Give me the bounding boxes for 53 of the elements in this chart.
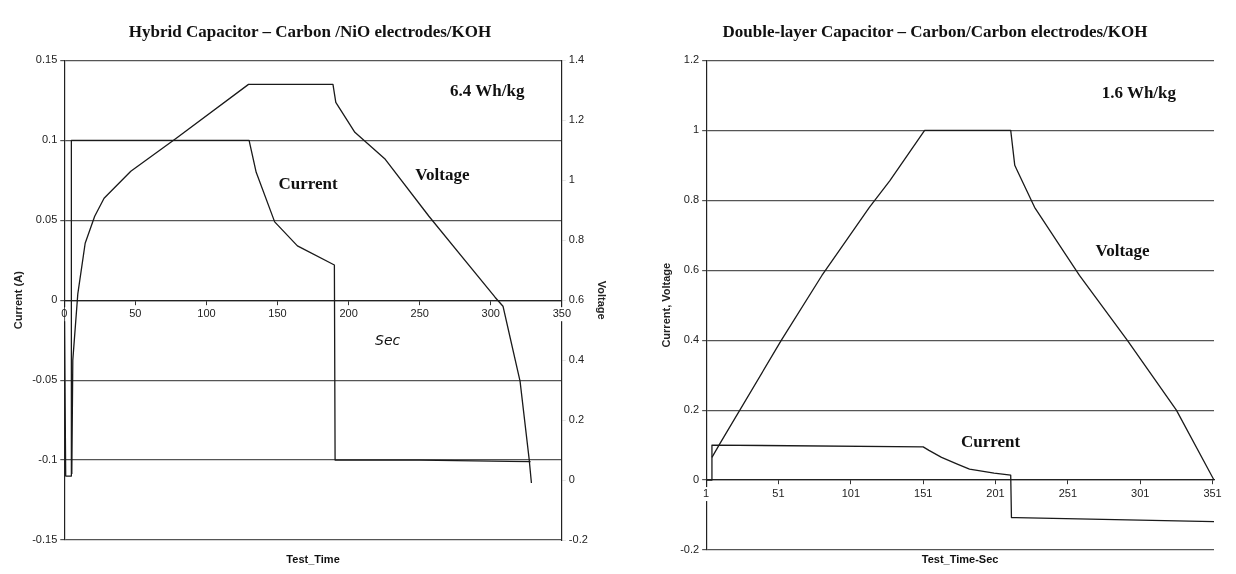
y-tick-label: -0.15	[32, 533, 58, 546]
series-label: Voltage	[415, 164, 470, 184]
x-tick-label: 200	[339, 306, 358, 319]
y2-axis-title: Voltage	[596, 280, 609, 320]
y-tick-label: 0.4	[683, 333, 700, 346]
x-tick-label: 351	[1203, 486, 1222, 499]
y2-tick-label: 1.2	[568, 113, 585, 126]
x-axis-title: Test_Time	[286, 553, 340, 566]
x-tick-label: 151	[914, 486, 933, 499]
y2-tick-label: 1	[568, 173, 575, 186]
y-tick-label: -0.1	[38, 453, 58, 466]
series-label: Current	[960, 431, 1021, 451]
y2-tick-label: 0	[568, 473, 575, 486]
y-tick-label: 0	[51, 293, 58, 306]
x-tick-label: 50	[129, 306, 142, 319]
series-label: Current	[278, 174, 338, 194]
x-tick-label: 201	[986, 486, 1005, 499]
y-axis-title: Current, Voltage	[659, 262, 672, 348]
y2-tick-label: -0.2	[568, 533, 588, 546]
y2-tick-label: 0.8	[568, 233, 585, 246]
y-tick-label: 0.8	[683, 193, 700, 206]
x-tick-label: 101	[841, 486, 861, 499]
y2-tick-label: 0.6	[568, 293, 585, 306]
chart-title: Double-layer Capacitor – Carbon/Carbon electrodes/KOH	[722, 21, 1148, 41]
x-tick-label: 301	[1131, 486, 1150, 499]
series-label: Voltage	[1095, 240, 1151, 260]
annotation: Sec	[375, 331, 401, 348]
annotation: 1.6 Wh/kg	[1101, 82, 1177, 102]
y-axis-title: Current (A)	[11, 270, 24, 330]
y2-tick-label: 0.4	[568, 353, 585, 366]
x-tick-label: 300	[481, 306, 500, 319]
y-tick-label: 0	[693, 473, 700, 486]
y2-tick-label: 1.4	[568, 53, 585, 66]
x-tick-label: 251	[1058, 486, 1078, 499]
x-tick-label: 150	[268, 306, 287, 319]
x-axis-title: Test_Time-Sec	[921, 553, 999, 566]
y-tick-label: 1	[693, 123, 700, 136]
y-tick-label: 0.2	[683, 403, 700, 416]
y-tick-label: -0.05	[32, 373, 58, 386]
x-tick-label: 350	[552, 306, 572, 319]
x-tick-label: 250	[410, 306, 429, 319]
x-tick-label: 51	[772, 486, 785, 499]
y-tick-label: 0.1	[41, 133, 58, 146]
y-tick-label: 0.6	[683, 263, 700, 276]
y-tick-label: 0.05	[35, 213, 58, 226]
y-tick-label: -0.2	[680, 543, 700, 556]
x-tick-label: 1	[703, 486, 710, 499]
y-tick-label: 0.15	[35, 53, 58, 66]
y-tick-label: 1.2	[683, 53, 700, 66]
annotation: 6.4 Wh/kg	[450, 81, 525, 101]
x-tick-label: 100	[197, 306, 216, 319]
y2-tick-label: 0.2	[568, 413, 585, 426]
chart-title: Hybrid Capacitor – Carbon /NiO electrodes/KOH	[128, 21, 492, 41]
